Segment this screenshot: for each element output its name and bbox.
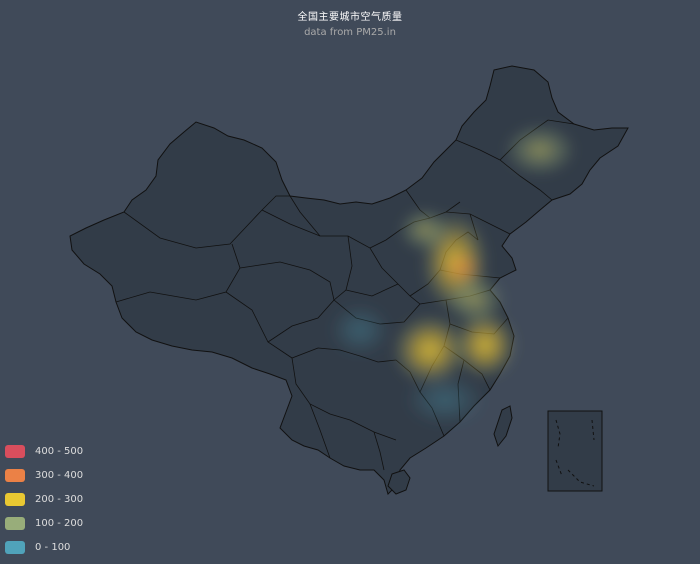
legend-label: 200 - 300 <box>35 493 84 505</box>
south-china-sea-inset <box>547 410 603 492</box>
legend-swatch <box>5 540 25 554</box>
chart-subtitle: data from PM25.in <box>304 27 396 38</box>
legend-item[interactable]: 100 - 200 <box>5 516 125 530</box>
legend-item[interactable]: 200 - 300 <box>5 492 125 506</box>
legend-item[interactable]: 400 - 500 <box>5 444 125 458</box>
legend-swatch <box>5 468 25 482</box>
legend-label: 0 - 100 <box>35 541 71 553</box>
legend-swatch <box>5 444 25 458</box>
legend-swatch <box>5 492 25 506</box>
legend-item[interactable]: 0 - 100 <box>5 540 125 554</box>
legend-swatch <box>5 516 25 530</box>
visual-map-legend[interactable]: 400 - 500 300 - 400 200 - 300 100 - 200 0 - … <box>5 444 125 564</box>
legend-label: 400 - 500 <box>35 445 84 457</box>
chart-title: 全国主要城市空气质量 <box>297 12 403 23</box>
legend-item[interactable]: 300 - 400 <box>5 468 125 482</box>
legend-label: 300 - 400 <box>35 469 84 481</box>
heatmap-layer <box>330 124 576 426</box>
legend-label: 100 - 200 <box>35 517 84 529</box>
hainan-island <box>387 469 411 495</box>
taiwan-island <box>493 405 513 448</box>
